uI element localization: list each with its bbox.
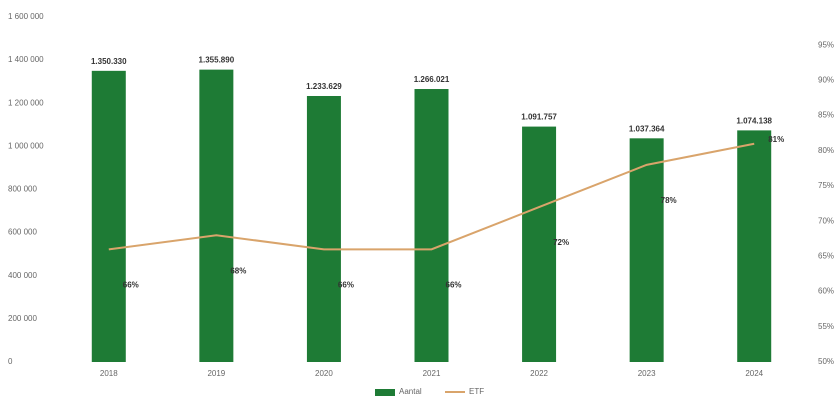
y-tick-label: 600 000 bbox=[8, 228, 37, 237]
line-value-label: 81% bbox=[768, 135, 784, 144]
y2-tick-label: 55% bbox=[818, 322, 834, 331]
bar bbox=[306, 95, 341, 362]
y2-tick-label: 85% bbox=[818, 111, 834, 120]
bar bbox=[522, 126, 557, 362]
line-value-label: 68% bbox=[230, 266, 246, 275]
line bbox=[108, 142, 755, 251]
bar-value-label: 1.091.757 bbox=[521, 113, 557, 122]
legend-label: ETF bbox=[469, 387, 484, 396]
x-tick-label: 2020 bbox=[315, 369, 333, 378]
y2-tick-label: 90% bbox=[818, 75, 834, 84]
y2-tick-label: 70% bbox=[818, 216, 834, 225]
y2-tick-label: 75% bbox=[818, 181, 834, 190]
line-value-label: 72% bbox=[553, 238, 569, 247]
legend-swatch bbox=[375, 389, 395, 396]
bar bbox=[199, 69, 234, 362]
x-tick-label: 2019 bbox=[207, 369, 225, 378]
bar bbox=[629, 138, 664, 362]
y2-tick-label: 80% bbox=[818, 146, 834, 155]
bar-value-label: 1.350.330 bbox=[91, 57, 127, 66]
y2-tick-label: 65% bbox=[818, 251, 834, 260]
bar-value-label: 1.266.021 bbox=[414, 75, 450, 84]
line-value-label: 78% bbox=[661, 196, 677, 205]
x-tick-label: 2024 bbox=[745, 369, 763, 378]
y-tick-label: 200 000 bbox=[8, 314, 37, 323]
y2-tick-label: 60% bbox=[818, 287, 834, 296]
bar bbox=[91, 70, 126, 363]
bar bbox=[414, 89, 449, 362]
y2-tick-label: 95% bbox=[818, 40, 834, 49]
y-tick-label: 1 600 000 bbox=[8, 12, 44, 21]
x-tick-label: 2021 bbox=[423, 369, 441, 378]
bar-value-label: 1.037.364 bbox=[629, 124, 665, 133]
line-value-label: 66% bbox=[446, 280, 462, 289]
y-tick-label: 400 000 bbox=[8, 271, 37, 280]
y-tick-label: 1 400 000 bbox=[8, 55, 44, 64]
bar-value-label: 1.355.890 bbox=[199, 56, 235, 65]
bar-value-label: 1.074.138 bbox=[736, 116, 772, 125]
y-tick-label: 1 200 000 bbox=[8, 98, 44, 107]
legend-label: Aantal bbox=[399, 387, 422, 396]
bar-value-label: 1.233.629 bbox=[306, 82, 342, 91]
line-value-label: 66% bbox=[123, 280, 139, 289]
y-tick-label: 800 000 bbox=[8, 185, 37, 194]
y-tick-label: 1 000 000 bbox=[8, 141, 44, 150]
bar bbox=[737, 130, 772, 362]
y-tick-label: 0 bbox=[8, 357, 13, 366]
line-value-label: 66% bbox=[338, 280, 354, 289]
x-tick-label: 2023 bbox=[638, 369, 656, 378]
y2-tick-label: 50% bbox=[818, 357, 834, 366]
x-tick-label: 2018 bbox=[100, 369, 118, 378]
x-tick-label: 2022 bbox=[530, 369, 548, 378]
